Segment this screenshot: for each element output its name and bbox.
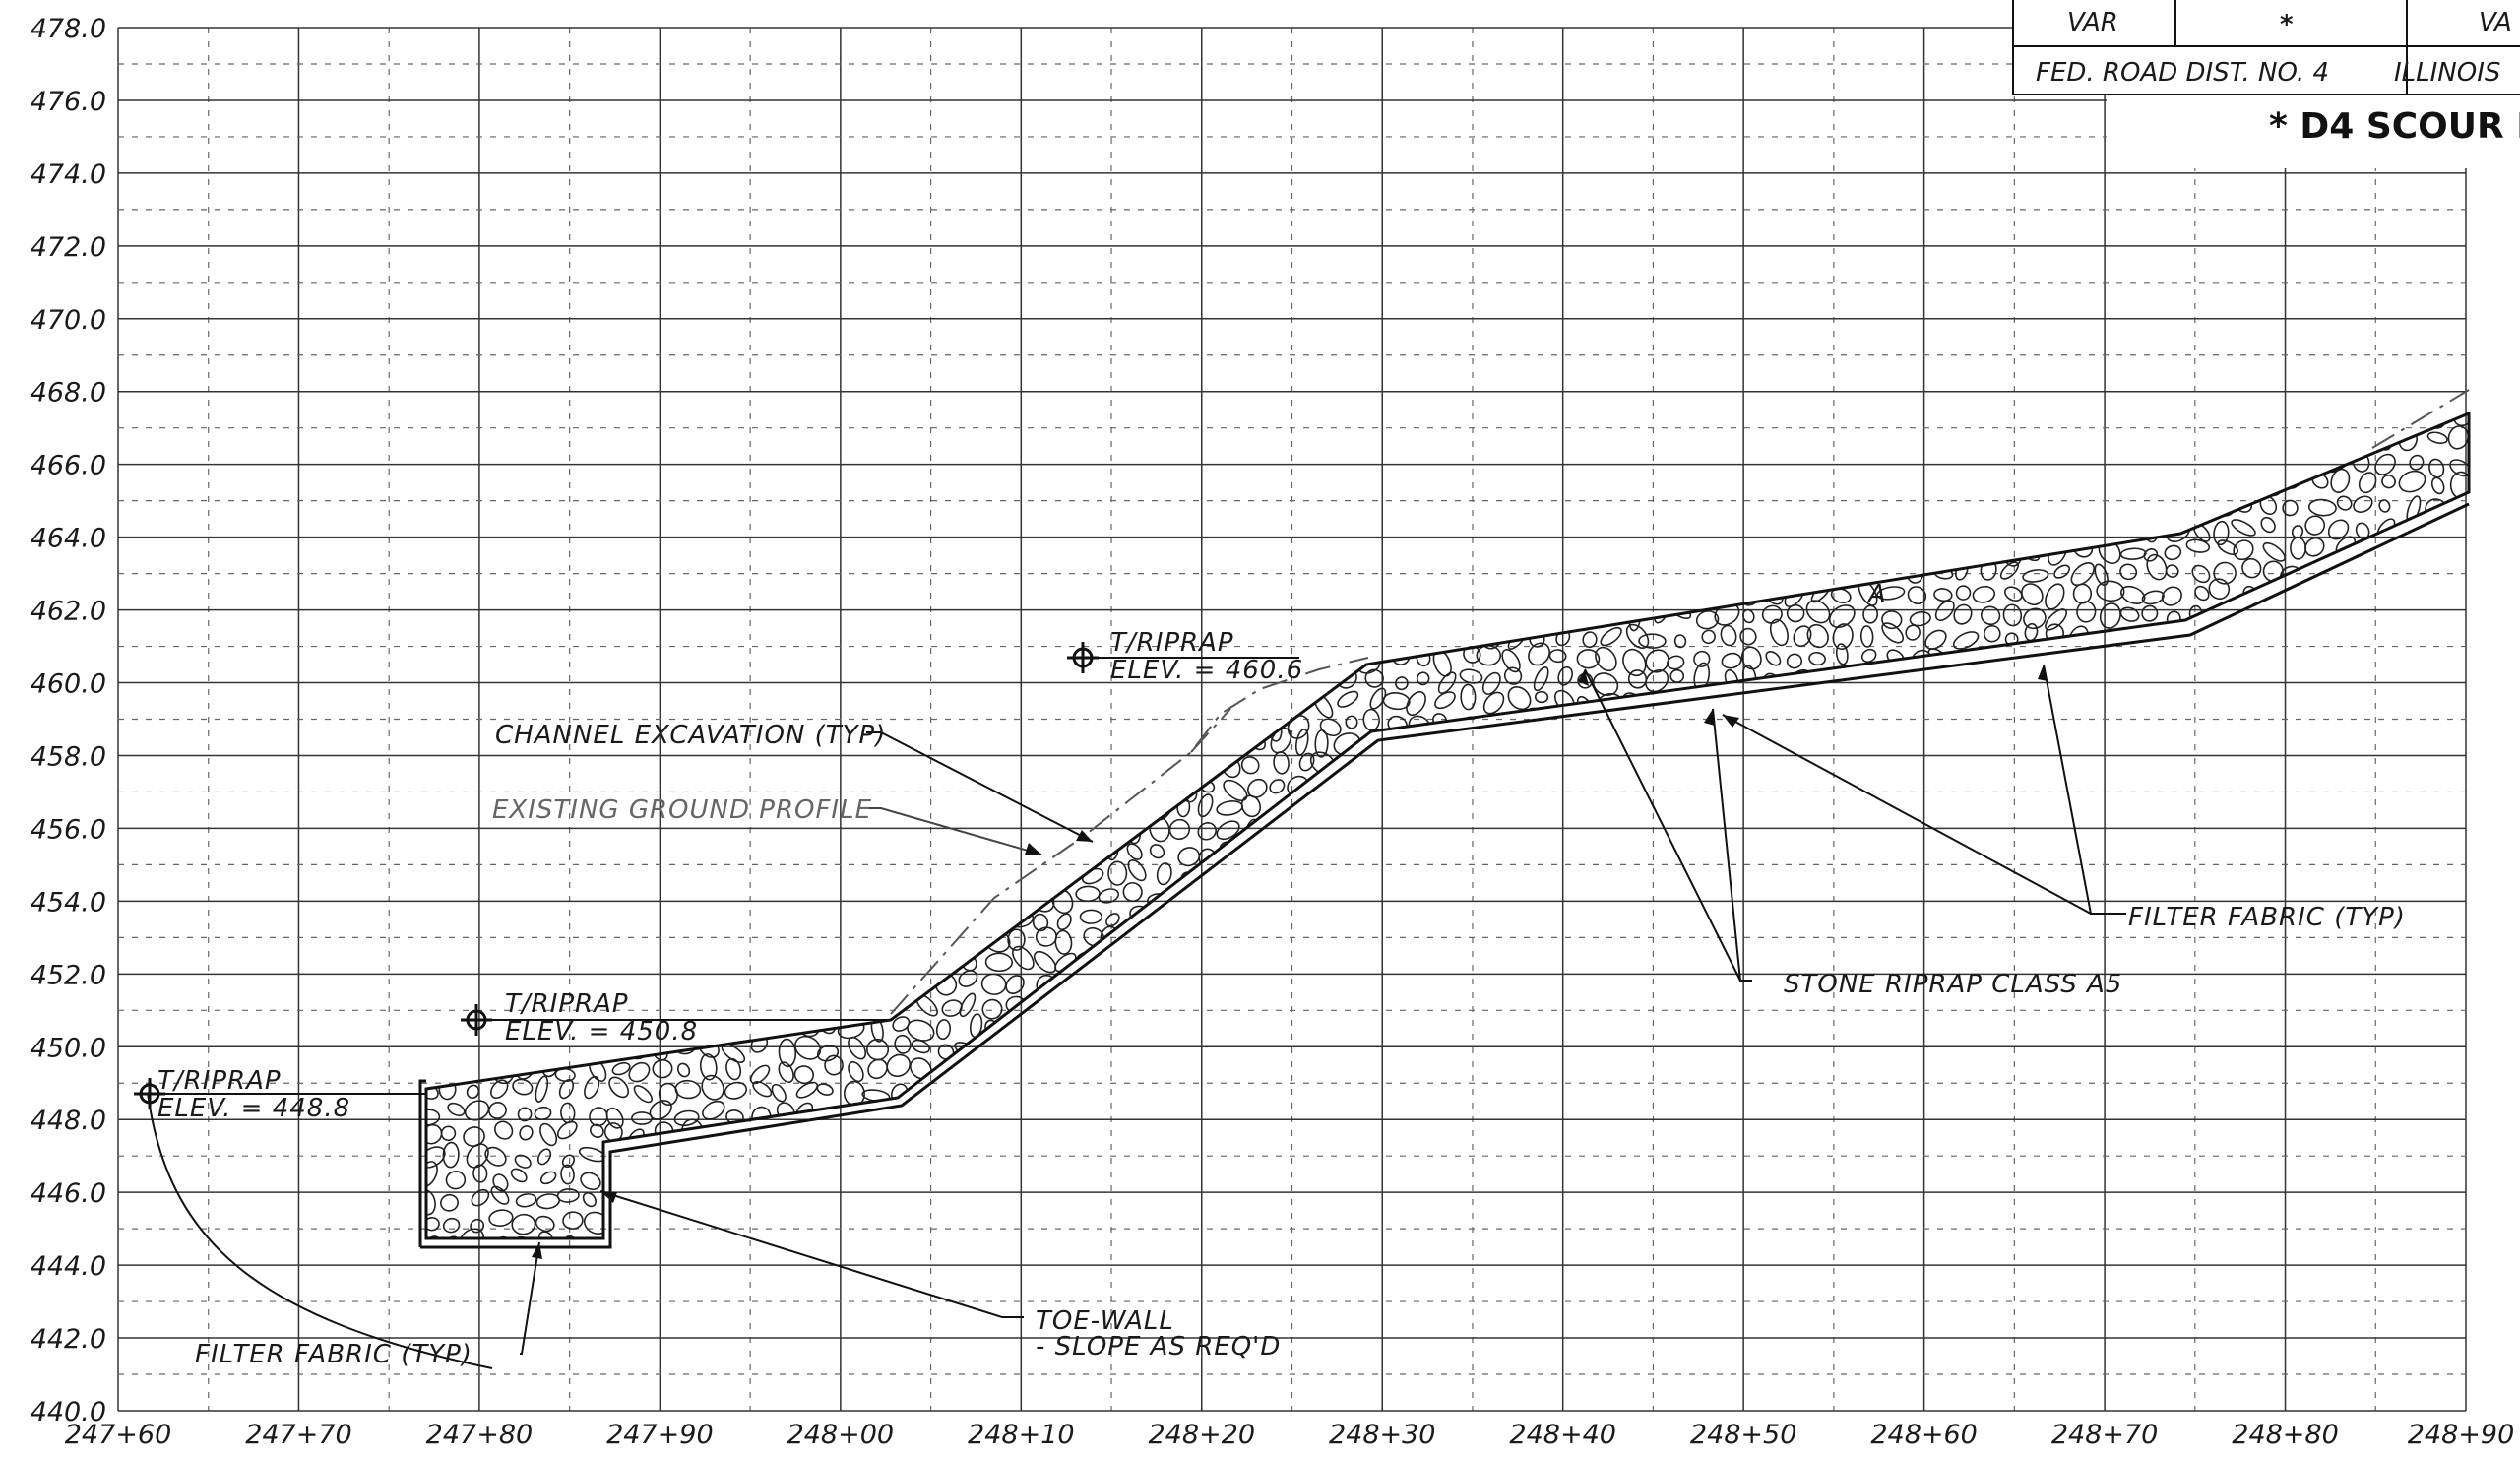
elevation-tick-label: 468.0 bbox=[31, 378, 106, 409]
elevation-tick-label: 474.0 bbox=[31, 159, 106, 190]
station-tick-label: 247+60 bbox=[65, 1420, 172, 1450]
arrowheads bbox=[532, 665, 2048, 1259]
elevation-marker-3 bbox=[1067, 642, 1299, 673]
stone-riprap-label: STONE RIPRAP CLASS A5 bbox=[1784, 970, 2122, 999]
station-tick-label: 248+00 bbox=[788, 1420, 895, 1450]
title-block-cell-2: * bbox=[2280, 10, 2294, 39]
riprap-top-2-label: T/RIPRAP bbox=[505, 989, 629, 1019]
elevation-tick-label: 452.0 bbox=[31, 960, 106, 990]
elevation-tick-label: 456.0 bbox=[31, 814, 106, 845]
elevation-tick-label: 460.0 bbox=[31, 669, 106, 700]
callouts: T/RIPRAP ELEV. = 448.8 T/RIPRAP ELEV. = … bbox=[158, 580, 2406, 1369]
station-tick-label: 248+70 bbox=[2051, 1420, 2159, 1450]
riprap-top-2-elevation: ELEV. = 450.8 bbox=[505, 1017, 698, 1046]
riprap-top-1-label: T/RIPRAP bbox=[158, 1066, 282, 1096]
station-tick-label: 248+50 bbox=[1690, 1420, 1797, 1450]
section-mark: A bbox=[1866, 580, 1887, 609]
grid bbox=[117, 27, 2467, 1412]
filter-fabric-right-label: FILTER FABRIC (TYP) bbox=[2128, 903, 2406, 932]
title-block-cell-1: VAR bbox=[2067, 8, 2118, 37]
elevation-axis: 478.0 476.0 474.0 472.0 470.0 468.0 466.0 464.0… bbox=[31, 14, 106, 1427]
existing-ground-label: EXISTING GROUND PROFILE bbox=[492, 795, 872, 825]
elevation-tick-label: 478.0 bbox=[31, 14, 106, 44]
elevation-tick-label: 448.0 bbox=[31, 1106, 106, 1136]
station-tick-label: 248+20 bbox=[1149, 1420, 1256, 1450]
title-block-district: FED. ROAD DIST. NO. 4 bbox=[2036, 58, 2329, 88]
title-block-cell-3: VA bbox=[2479, 8, 2512, 37]
riprap-top-1-elevation: ELEV. = 448.8 bbox=[158, 1094, 350, 1123]
elevation-tick-label: 458.0 bbox=[31, 741, 106, 772]
filter-fabric-left-label: FILTER FABRIC (TYP) bbox=[195, 1340, 472, 1369]
station-tick-label: 247+90 bbox=[606, 1420, 714, 1450]
elevation-tick-label: 454.0 bbox=[31, 887, 106, 918]
station-tick-label: 248+60 bbox=[1870, 1420, 1978, 1450]
existing-ground-profile bbox=[890, 657, 1369, 1015]
station-tick-label: 248+30 bbox=[1329, 1420, 1436, 1450]
station-axis: 247+60 247+70 247+80 247+90 248+00 248+10 248+… bbox=[65, 1420, 2515, 1450]
station-tick-label: 248+90 bbox=[2408, 1420, 2515, 1450]
station-tick-label: 248+40 bbox=[1509, 1420, 1616, 1450]
station-tick-label: 248+80 bbox=[2232, 1420, 2339, 1450]
riprap-top-3-elevation: ELEV. = 460.6 bbox=[1110, 656, 1303, 685]
elevation-tick-label: 476.0 bbox=[31, 87, 106, 117]
elevation-tick-label: 464.0 bbox=[31, 524, 106, 554]
elevation-tick-label: 462.0 bbox=[31, 597, 106, 627]
station-tick-label: 247+80 bbox=[426, 1420, 534, 1450]
elevation-marker-2 bbox=[461, 1004, 891, 1036]
elevation-marker-1 bbox=[134, 1078, 425, 1109]
elevation-tick-label: 446.0 bbox=[31, 1178, 106, 1209]
elevation-tick-label: 470.0 bbox=[31, 305, 106, 336]
filter-fabric-line bbox=[418, 502, 2470, 1249]
title-block-state: ILLINOIS bbox=[2394, 58, 2500, 88]
elevation-tick-label: 450.0 bbox=[31, 1033, 106, 1063]
elevation-tick-label: 440.0 bbox=[31, 1397, 106, 1427]
station-tick-label: 248+10 bbox=[968, 1420, 1075, 1450]
elevation-tick-label: 444.0 bbox=[31, 1251, 106, 1282]
elevation-tick-label: 472.0 bbox=[31, 232, 106, 263]
elevation-tick-label: 442.0 bbox=[31, 1324, 106, 1355]
toe-wall-note: - SLOPE AS REQ'D bbox=[1036, 1332, 1281, 1362]
elevation-tick-label: 466.0 bbox=[31, 451, 106, 481]
title-block: VAR * VA FED. ROAD DIST. NO. 4 ILLINOIS … bbox=[2012, 0, 2520, 168]
toe-wall-label: TOE-WALL bbox=[1036, 1306, 1174, 1336]
existing-ground-arc bbox=[147, 1092, 493, 1369]
riprap-top-3-label: T/RIPRAP bbox=[1110, 628, 1234, 658]
channel-excavation-label: CHANNEL EXCAVATION (TYP) bbox=[495, 721, 886, 750]
station-tick-label: 247+70 bbox=[245, 1420, 352, 1450]
sheet-title: * D4 SCOUR M bbox=[2269, 106, 2520, 147]
leader-lines bbox=[520, 664, 2126, 1355]
